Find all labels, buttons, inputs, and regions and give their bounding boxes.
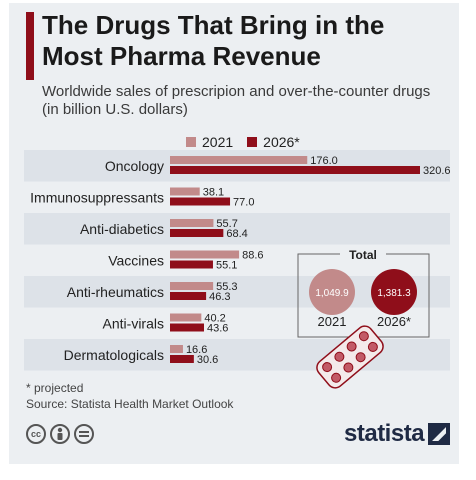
bar-2021: [170, 250, 240, 259]
bar-2026: [170, 355, 194, 363]
chart-title: The Drugs That Bring in the Most Pharma …: [42, 10, 385, 71]
category-label: Oncology: [105, 158, 164, 174]
data-label: 43.6: [207, 323, 228, 335]
category-label: Anti-rheumatics: [67, 284, 164, 300]
license-icons: cc: [26, 424, 94, 444]
legend-swatch-2021: [186, 137, 196, 147]
bar-2026: [170, 166, 420, 174]
data-label: 55.7: [216, 218, 237, 230]
bar-2026: [170, 260, 213, 269]
no-derivatives-icon: [74, 424, 94, 444]
category-label: Dermatologicals: [64, 347, 164, 363]
legend-item-2021: 2021: [186, 134, 233, 150]
projected-note: * projected: [26, 381, 84, 395]
total-year: 2021: [318, 314, 347, 329]
bar-2026: [170, 323, 204, 332]
bar-2026: [170, 229, 224, 237]
legend-swatch-2026: [247, 137, 258, 147]
row-band: [24, 213, 450, 245]
category-label: Anti-virals: [103, 315, 164, 331]
total-value: 1,049.9: [315, 288, 349, 299]
bar-2021: [170, 313, 202, 322]
brand-name: statista: [344, 420, 425, 447]
data-label: 30.6: [197, 354, 218, 366]
attribution-icon: [50, 424, 70, 444]
total-value: 1,381.3: [377, 288, 411, 299]
data-label: 38.1: [203, 187, 224, 199]
chart-subtitle: Worldwide sales of prescripion and over-…: [42, 83, 431, 118]
row-band: [24, 150, 450, 182]
data-label: 40.2: [204, 313, 225, 325]
total-label-bg: [340, 247, 386, 263]
data-label: 320.6: [423, 165, 451, 177]
source-note: Source: Statista Health Market Outlook: [26, 397, 234, 411]
statista-logo: statista: [344, 420, 451, 448]
total-circle-2026: [371, 269, 417, 315]
category-label: Anti-diabetics: [80, 221, 164, 237]
legend: 2021 2026*: [186, 134, 300, 150]
bar-2021: [170, 282, 214, 290]
bar-2026: [170, 197, 231, 206]
legend-item-2026: 2026*: [247, 134, 300, 150]
bar-2021: [170, 156, 308, 164]
data-label: 16.6: [186, 344, 207, 356]
footnotes: * projected Source: Statista Health Mark…: [26, 380, 233, 412]
total-year: 2026*: [377, 314, 411, 329]
title-accent-bar: [26, 12, 34, 80]
data-label: 55.3: [216, 281, 237, 293]
cc-icon: cc: [26, 424, 46, 444]
data-label: 176.0: [310, 155, 338, 167]
legend-label-2026: 2026*: [263, 134, 300, 150]
data-label: 88.6: [242, 250, 263, 262]
data-label: 68.4: [226, 228, 247, 240]
total-label: Total: [349, 248, 377, 262]
category-label: Immunosuppressants: [30, 189, 164, 205]
data-label: 55.1: [216, 260, 237, 272]
bar-2021: [170, 187, 200, 196]
total-circle-2021: [309, 269, 355, 315]
statista-logo-icon: [428, 423, 451, 445]
pill-blister-icon: [316, 325, 384, 389]
data-label: 77.0: [233, 197, 254, 209]
bar-2021: [170, 345, 183, 353]
legend-label-2021: 2021: [202, 134, 234, 150]
category-label: Vaccines: [108, 252, 164, 268]
bar-2026: [170, 292, 207, 300]
bar-2021: [170, 219, 214, 227]
data-label: 46.3: [209, 291, 230, 303]
